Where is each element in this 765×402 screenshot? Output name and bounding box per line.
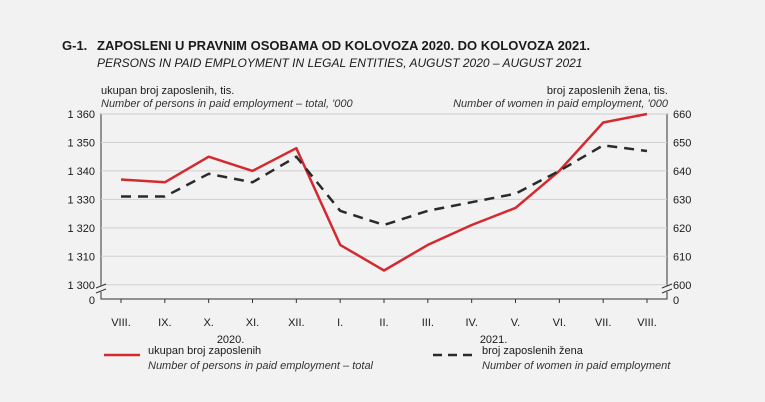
x-tick-label: I. — [337, 317, 343, 329]
series-line-total — [120, 112, 648, 272]
left-axis-label: ukupan broj zaposlenih, tis. — [101, 85, 234, 97]
left-tick-label: 1 310 — [67, 251, 95, 263]
left-axis-label-en: Number of persons in paid employment – t… — [101, 98, 353, 110]
legend-label-total-en: Number of persons in paid employment – t… — [148, 360, 374, 372]
x-tick-label: III. — [422, 317, 434, 329]
left-tick-label: 1 340 — [67, 166, 95, 178]
right-axis-label-en: Number of women in paid employment, '000 — [453, 98, 669, 110]
axis-break-mark — [95, 283, 107, 289]
axis-breaks — [95, 283, 673, 294]
legend-label-total: ukupan broj zaposlenih — [148, 345, 261, 357]
right-tick-label: 650 — [673, 137, 691, 149]
series-line-women — [121, 144, 648, 227]
right-tick-label: 620 — [673, 223, 691, 235]
series-lines — [120, 112, 648, 272]
x-tick-label: XI. — [246, 317, 259, 329]
chart-subtitle: PERSONS IN PAID EMPLOYMENT IN LEGAL ENTI… — [97, 56, 582, 70]
x-tick-label: VIII. — [111, 317, 131, 329]
right-tick-label: 600 — [673, 280, 691, 292]
right-tick-label: 640 — [673, 166, 691, 178]
left-tick-label: 0 — [89, 295, 95, 307]
x-tick-label: XII. — [288, 317, 305, 329]
x-tick-label: VII. — [595, 317, 612, 329]
left-tick-label: 1 360 — [67, 109, 95, 121]
x-tick-label: IV. — [465, 317, 477, 329]
left-tick-label: 1 300 — [67, 280, 95, 292]
x-tick-label: VIII. — [637, 317, 657, 329]
right-tick-label: 610 — [673, 251, 691, 263]
legend-label-women-en: Number of women in paid employment — [482, 360, 671, 372]
year-label: 2020. — [217, 334, 245, 346]
x-tick-label: II. — [379, 317, 388, 329]
left-tick-label: 1 350 — [67, 137, 95, 149]
x-tick-label: V. — [511, 317, 520, 329]
axis-break-mark — [661, 288, 673, 294]
chart-code: G-1. — [62, 38, 87, 53]
x-tick-labels: VIII. IX. X. XI. XII. I. II. III. IV. V. VI. VII. VI… — [111, 299, 657, 346]
axis-break-mark — [661, 283, 673, 289]
right-tick-label: 660 — [673, 109, 691, 121]
left-tick-label: 1 330 — [67, 194, 95, 206]
legend-label-women: broj zaposlenih žena — [482, 345, 584, 357]
right-axis-label: broj zaposlenih žena, tis. — [547, 85, 668, 97]
x-tick-label: VI. — [553, 317, 566, 329]
tick-labels: 1 360 660 1 350 650 1 340 640 1 330 630 1 320 620… — [67, 109, 691, 307]
right-tick-label: 630 — [673, 194, 691, 206]
x-tick-label: X. — [203, 317, 213, 329]
year-label: 2021. — [480, 334, 508, 346]
left-tick-label: 1 320 — [67, 223, 95, 235]
axis-break-gap — [96, 286, 106, 292]
x-tick-label: IX. — [158, 317, 171, 329]
chart-title: ZAPOSLENI U PRAVNIM OSOBAMA OD KOLOVOZA … — [97, 38, 590, 53]
axis-break-mark — [95, 288, 107, 294]
axis-break-gap — [662, 286, 672, 292]
grid — [101, 113, 667, 286]
right-tick-label: 0 — [673, 295, 679, 307]
